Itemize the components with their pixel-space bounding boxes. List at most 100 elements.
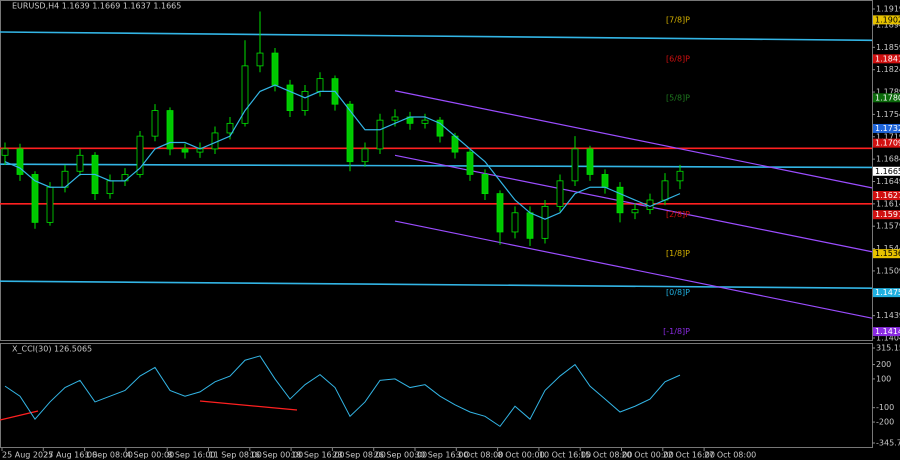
price-label: 1.1665 <box>875 167 900 176</box>
candle-body <box>676 170 684 182</box>
y-tick-label: 1.1754 <box>876 110 900 119</box>
candle-body <box>271 52 279 86</box>
murray-label: [0/8]P <box>666 288 690 297</box>
channel-line <box>394 154 873 253</box>
price-label-box <box>873 166 900 176</box>
x-tick-label: 15 Oct 08:00 <box>580 451 632 460</box>
candle-body <box>166 110 174 150</box>
channel-line <box>394 90 873 189</box>
price-label: 1.1414 <box>875 327 900 336</box>
y-tick-label: 1.1859 <box>876 43 900 52</box>
candle-body <box>481 174 489 195</box>
level-line <box>0 163 873 169</box>
candle-body <box>121 174 129 182</box>
y-tick-label: 1.1404 <box>876 334 900 343</box>
price-label: 1.1597 <box>875 210 900 219</box>
level-line <box>0 280 873 289</box>
candle-body <box>661 180 669 201</box>
candle-body <box>601 174 609 188</box>
murray-label: [-1/8]P <box>663 327 690 336</box>
candle-body <box>436 119 444 137</box>
price-label-box <box>873 93 900 103</box>
candle-body <box>526 212 534 239</box>
candle-body <box>571 148 579 182</box>
x-tick-label: 20 Oct 00:00 <box>622 451 674 460</box>
y-tick-label: 1.1614 <box>876 199 900 208</box>
candle-body <box>256 52 264 67</box>
murray-label: [7/8]P <box>666 15 690 24</box>
y-tick-label: 1.1509 <box>876 266 900 275</box>
candle-body <box>316 78 324 92</box>
x-tick-label: 16 Sep 00:00 <box>250 451 303 460</box>
y-tick-label: 100 <box>876 374 891 383</box>
y-tick-label: 200 <box>876 360 891 369</box>
y-tick-label: -345.7235 <box>876 439 900 448</box>
candle-body <box>646 199 654 210</box>
candle-body <box>466 151 474 175</box>
chart-title: EURUSD,H4 1.1639 1.1669 1.1637 1.1665 <box>12 2 181 11</box>
channel-line <box>394 220 873 319</box>
x-tick-label: 27 Oct 08:00 <box>704 451 756 460</box>
y-tick-label: 1.1579 <box>876 222 900 231</box>
price-label: 1.1902 <box>875 15 900 24</box>
cci-frame <box>0 343 873 448</box>
candle-body <box>1 148 9 156</box>
candle-body <box>241 65 249 124</box>
price-label: 1.1627 <box>875 191 900 200</box>
candle-body <box>421 119 429 124</box>
y-tick-label: 1.1544 <box>876 244 900 253</box>
candle-body <box>31 174 39 223</box>
price-label-box <box>873 15 900 25</box>
x-tick-label: 10 Oct 16:00 <box>539 451 591 460</box>
y-tick-label: 1.1719 <box>876 132 900 141</box>
x-tick-label: 25 Aug 2025 <box>2 451 53 460</box>
price-label-box <box>873 327 900 337</box>
x-tick-label: 22 Oct 16:00 <box>663 451 715 460</box>
y-tick-label: 1.1439 <box>876 311 900 320</box>
candle-body <box>181 148 189 153</box>
cci-line <box>4 355 681 428</box>
candle-body <box>301 91 309 111</box>
price-label-box <box>873 249 900 259</box>
y-tick-label: 1.1649 <box>876 177 900 186</box>
candle-body <box>211 132 219 150</box>
price-label-box <box>873 288 900 298</box>
candle-body <box>106 180 114 195</box>
candle-body <box>151 110 159 137</box>
divergence-line <box>0 410 39 421</box>
murray-label: [1/8]P <box>666 249 690 258</box>
price-label: 1.1536 <box>875 249 900 258</box>
candle-body <box>496 193 504 233</box>
candle-body <box>346 103 354 163</box>
candle-body <box>391 116 399 121</box>
murray-label: [2/8]P <box>666 210 690 219</box>
candle-body <box>631 209 639 214</box>
price-label-box <box>873 54 900 64</box>
price-label-box <box>873 123 900 133</box>
y-tick-label: 1.1919 <box>876 5 900 14</box>
y-tick-label: 1.1684 <box>876 155 900 164</box>
x-tick-label: 11 Sep 08:00 <box>209 451 262 460</box>
level-line <box>0 31 873 42</box>
price-label-box <box>873 138 900 148</box>
price-label: 1.1780 <box>875 93 900 102</box>
y-tick-label: -100 <box>876 403 894 412</box>
candle-body <box>616 186 624 214</box>
indicator-title: X_CCI(30) 126.5065 <box>12 345 92 354</box>
moving-average <box>4 84 681 220</box>
y-tick-label: -200 <box>876 418 894 427</box>
x-tick-label: 4 Sep 00:00 <box>126 451 174 460</box>
candle-body <box>556 180 564 207</box>
candle-body <box>361 148 369 163</box>
candle-body <box>136 135 144 175</box>
candle-body <box>16 148 24 175</box>
x-tick-label: 8 Oct 00:00 <box>498 451 545 460</box>
x-tick-label: 8 Sep 16:00 <box>167 451 215 460</box>
x-tick-label: 27 Aug 16:00 <box>43 451 97 460</box>
y-tick-label: 1.1894 <box>876 20 900 29</box>
x-tick-label: 3 Oct 08:00 <box>456 451 503 460</box>
